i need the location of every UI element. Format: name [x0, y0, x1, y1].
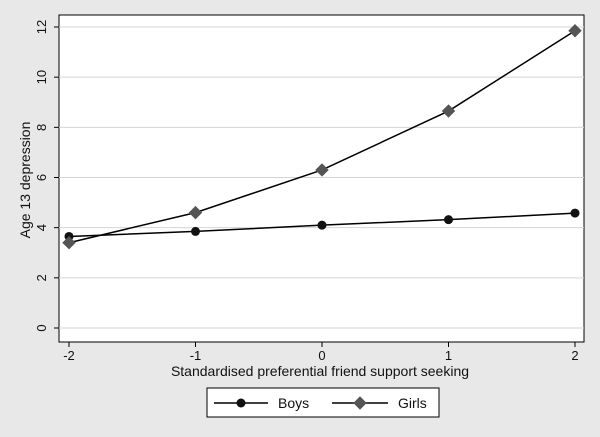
legend-marker-girls [353, 396, 367, 410]
plot-area [58, 14, 585, 343]
x-tick-label--1: -1 [190, 348, 202, 363]
y-tick-label-0: 0 [34, 324, 49, 331]
point-girls-1 [441, 104, 456, 118]
legend-label-girls: Girls [398, 395, 427, 411]
x-tick-label-1: 1 [445, 348, 452, 363]
x-tick-label-2: 2 [571, 348, 578, 363]
x-axis-label: Standardised preferential friend support… [171, 363, 469, 379]
legend-items: Boys Girls [214, 395, 427, 411]
x-tick-labels: -2 -1 0 1 2 [63, 342, 579, 363]
point-girls-0 [315, 163, 329, 177]
y-tick-label-4: 4 [34, 224, 49, 231]
y-tick-label-10: 10 [34, 70, 49, 84]
legend-label-boys: Boys [278, 395, 309, 411]
point-girls-2 [568, 24, 582, 38]
point-boys--1 [191, 226, 200, 236]
series-layer [62, 24, 582, 250]
series-girls [62, 24, 582, 250]
point-boys-2 [570, 208, 580, 218]
x-tick-label--2: -2 [63, 348, 75, 363]
y-tick-label-2: 2 [34, 274, 49, 281]
point-girls--2 [62, 236, 76, 250]
y-tick-label-12: 12 [34, 20, 49, 34]
legend-marker-boys [236, 398, 246, 408]
y-tick-label-6: 6 [34, 174, 49, 181]
point-boys-1 [444, 215, 453, 225]
point-boys-0 [317, 220, 327, 230]
y-axis-label: Age 13 depression [17, 122, 33, 239]
point-girls--1 [188, 205, 203, 220]
y-tick-labels: 0 2 4 6 8 10 12 [34, 20, 49, 332]
y-tick-label-8: 8 [34, 124, 49, 131]
x-tick-label-0: 0 [318, 348, 325, 363]
